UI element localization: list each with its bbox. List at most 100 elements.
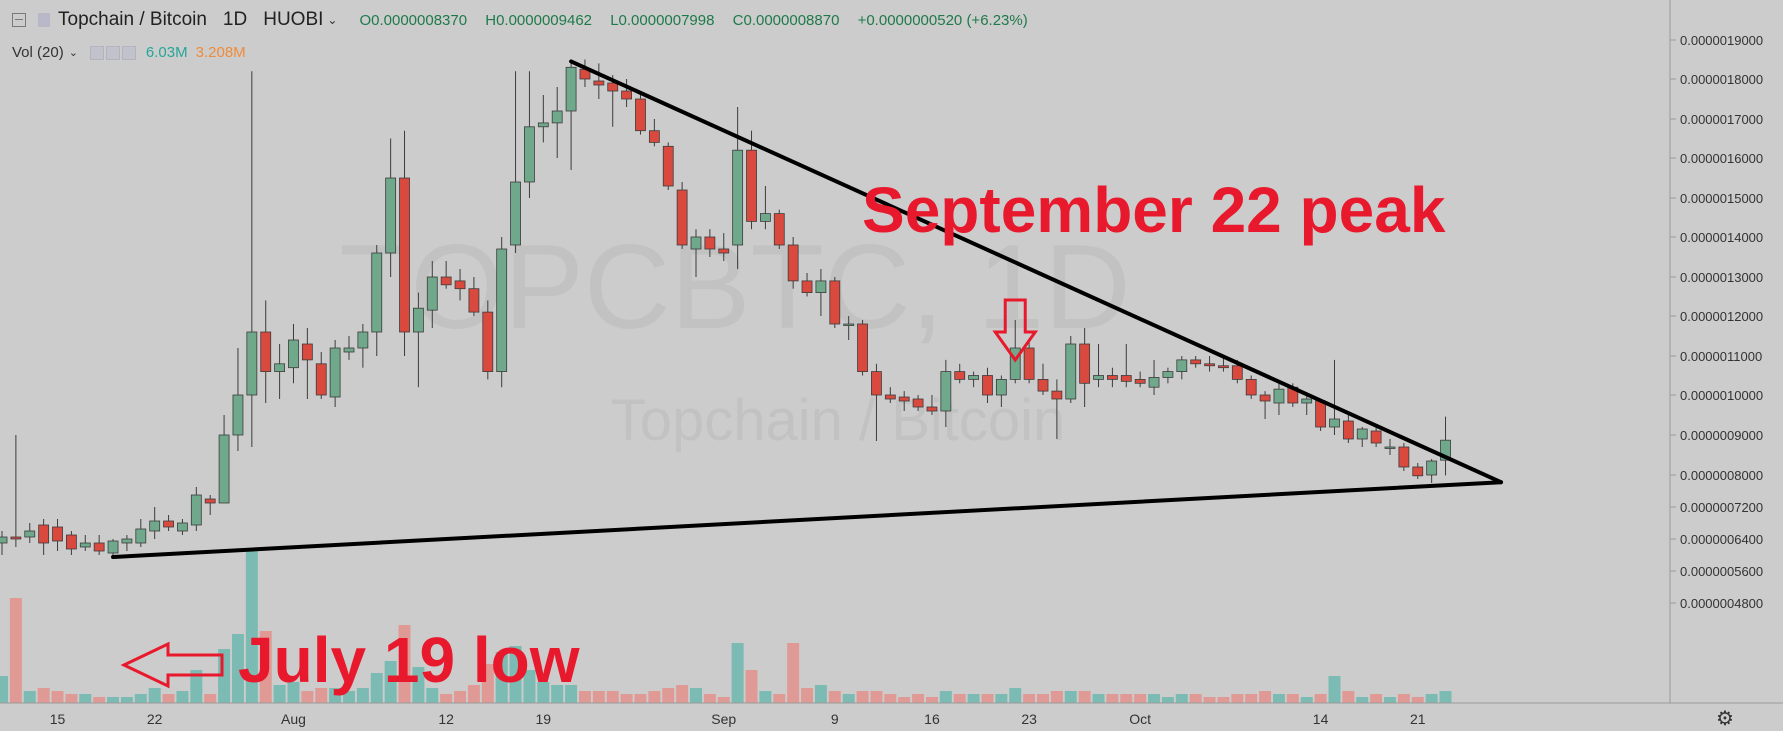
candle-body bbox=[260, 331, 272, 372]
candle-body bbox=[982, 375, 993, 396]
candle-body bbox=[940, 371, 952, 412]
candle-body bbox=[135, 528, 147, 544]
volume-bar bbox=[1134, 694, 1147, 703]
candle-body bbox=[746, 149, 757, 222]
candle-body bbox=[52, 526, 63, 542]
candle-body bbox=[357, 331, 369, 349]
volume-bar bbox=[329, 688, 342, 703]
candle-body bbox=[524, 126, 535, 183]
volume-bar bbox=[870, 691, 883, 703]
candle-body bbox=[1426, 460, 1438, 476]
candle-body bbox=[690, 236, 702, 250]
chevron-down-icon[interactable]: ⌄ bbox=[327, 13, 338, 27]
volume-bar bbox=[190, 670, 203, 703]
candle-body bbox=[1329, 418, 1340, 428]
candle-body bbox=[385, 177, 397, 254]
candle-body bbox=[857, 323, 868, 372]
volume-bar bbox=[1328, 676, 1341, 703]
volume-label[interactable]: Vol (20) bbox=[12, 44, 64, 61]
candle-body bbox=[676, 189, 688, 246]
candle-body bbox=[0, 536, 8, 544]
volume-bar bbox=[162, 694, 175, 703]
price-tick-label: 0.0000014000 bbox=[1680, 230, 1763, 245]
annotation-left-arrow bbox=[120, 641, 224, 689]
candle-body bbox=[1315, 400, 1326, 428]
candle-body bbox=[662, 145, 674, 187]
timeframe-label[interactable]: 1D bbox=[222, 9, 248, 30]
time-tick-label: 19 bbox=[536, 711, 552, 727]
exchange-label[interactable]: HUOBI bbox=[263, 9, 324, 30]
volume-bar bbox=[565, 685, 578, 703]
candle-body bbox=[1440, 439, 1451, 461]
price-tick-label: 0.0000007200 bbox=[1680, 500, 1763, 515]
settings-icon[interactable] bbox=[105, 45, 120, 60]
candles bbox=[0, 59, 1451, 559]
volume-bar bbox=[828, 691, 841, 703]
volume-bar bbox=[509, 646, 522, 703]
candle-body bbox=[1412, 466, 1424, 477]
volume-bar bbox=[731, 643, 744, 703]
volume-bar bbox=[606, 691, 619, 703]
eye-icon[interactable] bbox=[89, 45, 104, 60]
price-tick-label: 0.0000005600 bbox=[1680, 564, 1763, 579]
volume-bar bbox=[148, 688, 161, 703]
candle-body bbox=[1065, 343, 1077, 400]
volume-bar bbox=[454, 691, 467, 703]
time-tick-label: 22 bbox=[147, 711, 163, 727]
candle-body bbox=[773, 213, 785, 246]
candle-body bbox=[1009, 347, 1021, 380]
volume-bar bbox=[176, 691, 189, 703]
candle-body bbox=[1384, 446, 1396, 449]
annotation-low-text: July 19 low bbox=[238, 624, 580, 696]
candle-body bbox=[454, 280, 466, 290]
volume-bar bbox=[662, 688, 675, 703]
volume-bar bbox=[301, 691, 314, 703]
volume-bar bbox=[51, 691, 64, 703]
open-value: O0.0000008370 bbox=[359, 11, 468, 29]
candle-body bbox=[551, 110, 563, 124]
chart-header: Topchain / Bitcoin 1D HUOBI ⌄ O0.0000008… bbox=[0, 0, 1042, 40]
time-axis[interactable]: 15 22 Aug 12 19 Sep 9 16 23 Oct 14 21 bbox=[50, 711, 1426, 727]
candle-body bbox=[815, 280, 827, 293]
price-axis[interactable]: 0.0000004800 0.0000005600 0.0000006400 0.00… bbox=[1670, 33, 1763, 611]
volume-bar bbox=[676, 685, 689, 703]
volume-bar bbox=[370, 673, 383, 703]
collapse-icon[interactable] bbox=[12, 13, 26, 27]
price-tick-label: 0.0000018000 bbox=[1680, 72, 1763, 87]
volume-bar bbox=[1314, 694, 1327, 703]
symbol-title[interactable]: Topchain / Bitcoin bbox=[58, 9, 207, 30]
gear-icon[interactable]: ⚙ bbox=[1716, 708, 1734, 730]
candle-body bbox=[829, 280, 841, 325]
volume-value: 6.03M bbox=[145, 44, 188, 61]
volume-bar bbox=[1203, 697, 1216, 703]
candle-body bbox=[218, 434, 230, 504]
candle-body bbox=[1370, 430, 1382, 444]
candle-body bbox=[1301, 398, 1313, 404]
volume-bar bbox=[856, 691, 869, 703]
chevron-down-icon[interactable]: ⌄ bbox=[68, 47, 78, 59]
volume-bar bbox=[481, 664, 494, 703]
price-tick-label: 0.0000017000 bbox=[1680, 112, 1763, 127]
high-value: H0.0000009462 bbox=[485, 11, 593, 29]
candle-body bbox=[1231, 365, 1243, 380]
trendlines bbox=[111, 59, 1504, 559]
close-icon[interactable] bbox=[121, 45, 136, 60]
candle-body bbox=[1148, 377, 1160, 388]
candle-body bbox=[412, 307, 424, 333]
trendline bbox=[111, 480, 1504, 559]
price-tick-label: 0.0000015000 bbox=[1680, 191, 1763, 206]
candle-body bbox=[301, 343, 313, 361]
candle-body bbox=[1120, 375, 1132, 382]
volume-bar bbox=[245, 550, 258, 703]
volume-bar bbox=[814, 685, 827, 703]
volume-bar bbox=[842, 694, 855, 703]
volume-bar bbox=[1356, 697, 1369, 703]
candle-body bbox=[648, 130, 660, 143]
price-tick-label: 0.0000019000 bbox=[1680, 33, 1763, 48]
candle-body bbox=[343, 347, 355, 353]
time-tick-label: 23 bbox=[1021, 711, 1037, 727]
volume-bar bbox=[1023, 694, 1036, 703]
candle-body bbox=[871, 371, 882, 396]
candle-body bbox=[190, 494, 202, 526]
